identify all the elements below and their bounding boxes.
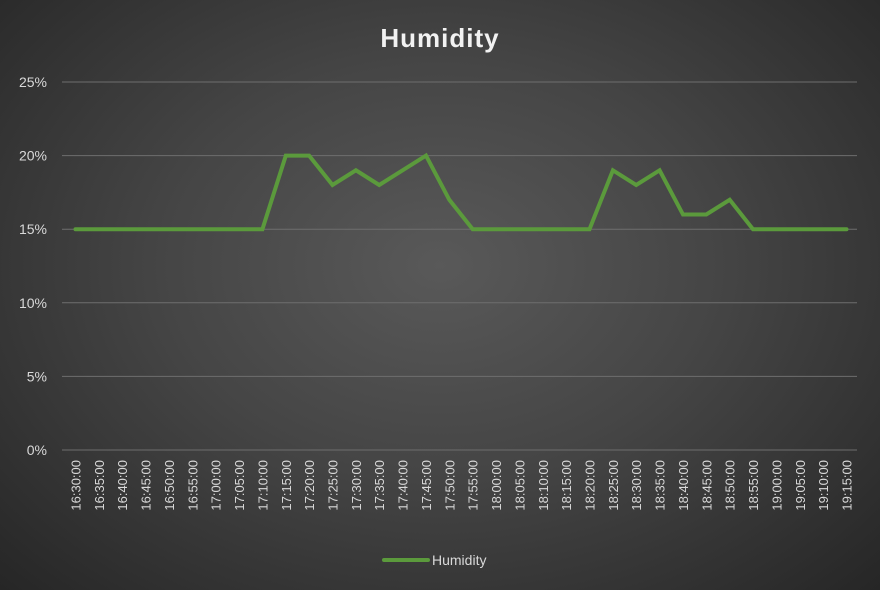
x-tick-label: 17:15:00 — [279, 460, 294, 511]
x-tick-label: 18:20:00 — [583, 460, 598, 511]
y-tick-label: 25% — [19, 74, 47, 90]
x-tick-label: 17:45:00 — [419, 460, 434, 511]
x-tick-label: 17:40:00 — [396, 460, 411, 511]
x-tick-label: 16:50:00 — [162, 460, 177, 511]
x-tick-label: 19:15:00 — [840, 460, 855, 511]
x-axis-ticks: 16:30:00 16:35:00 16:40:00 16:45:00 16:50:00… — [69, 460, 855, 511]
x-tick-label: 17:05:00 — [232, 460, 247, 511]
x-tick-label: 18:35:00 — [653, 460, 668, 511]
x-tick-label: 19:10:00 — [816, 460, 831, 511]
series-layer — [73, 152, 849, 232]
x-tick-label: 17:35:00 — [372, 460, 387, 511]
series-line-humidity — [73, 152, 849, 232]
x-tick-label: 18:15:00 — [559, 460, 574, 511]
x-tick-label: 18:55:00 — [746, 460, 761, 511]
x-tick-label: 19:00:00 — [769, 460, 784, 511]
x-tick-label: 18:10:00 — [536, 460, 551, 511]
x-tick-label: 17:50:00 — [442, 460, 457, 511]
x-tick-label: 16:45:00 — [139, 460, 154, 511]
y-tick-label: 5% — [27, 368, 47, 384]
y-axis-ticks: 0% 5% 10% 15% 20% 25% — [19, 74, 47, 458]
x-tick-label: 19:05:00 — [793, 460, 808, 511]
x-tick-label: 17:30:00 — [349, 460, 364, 511]
x-tick-label: 17:20:00 — [302, 460, 317, 511]
x-tick-label: 18:45:00 — [699, 460, 714, 511]
x-tick-label: 16:30:00 — [69, 460, 84, 511]
chart-title: Humidity — [380, 23, 499, 53]
y-tick-label: 15% — [19, 221, 47, 237]
x-tick-label: 16:55:00 — [185, 460, 200, 511]
x-tick-label: 16:40:00 — [115, 460, 130, 511]
x-tick-label: 16:35:00 — [92, 460, 107, 511]
legend: Humidity — [382, 552, 486, 568]
y-tick-label: 10% — [19, 295, 47, 311]
y-tick-label: 0% — [27, 442, 47, 458]
x-tick-label: 18:50:00 — [723, 460, 738, 511]
gridlines — [62, 81, 857, 451]
y-tick-label: 20% — [19, 148, 47, 164]
x-tick-label: 17:10:00 — [255, 460, 270, 511]
x-tick-label: 17:25:00 — [326, 460, 341, 511]
x-tick-label: 17:00:00 — [209, 460, 224, 511]
legend-label: Humidity — [432, 552, 486, 568]
x-tick-label: 17:55:00 — [466, 460, 481, 511]
x-tick-label: 18:30:00 — [629, 460, 644, 511]
x-tick-label: 18:05:00 — [512, 460, 527, 511]
x-tick-label: 18:25:00 — [606, 460, 621, 511]
x-tick-label: 18:00:00 — [489, 460, 504, 511]
x-tick-label: 18:40:00 — [676, 460, 691, 511]
